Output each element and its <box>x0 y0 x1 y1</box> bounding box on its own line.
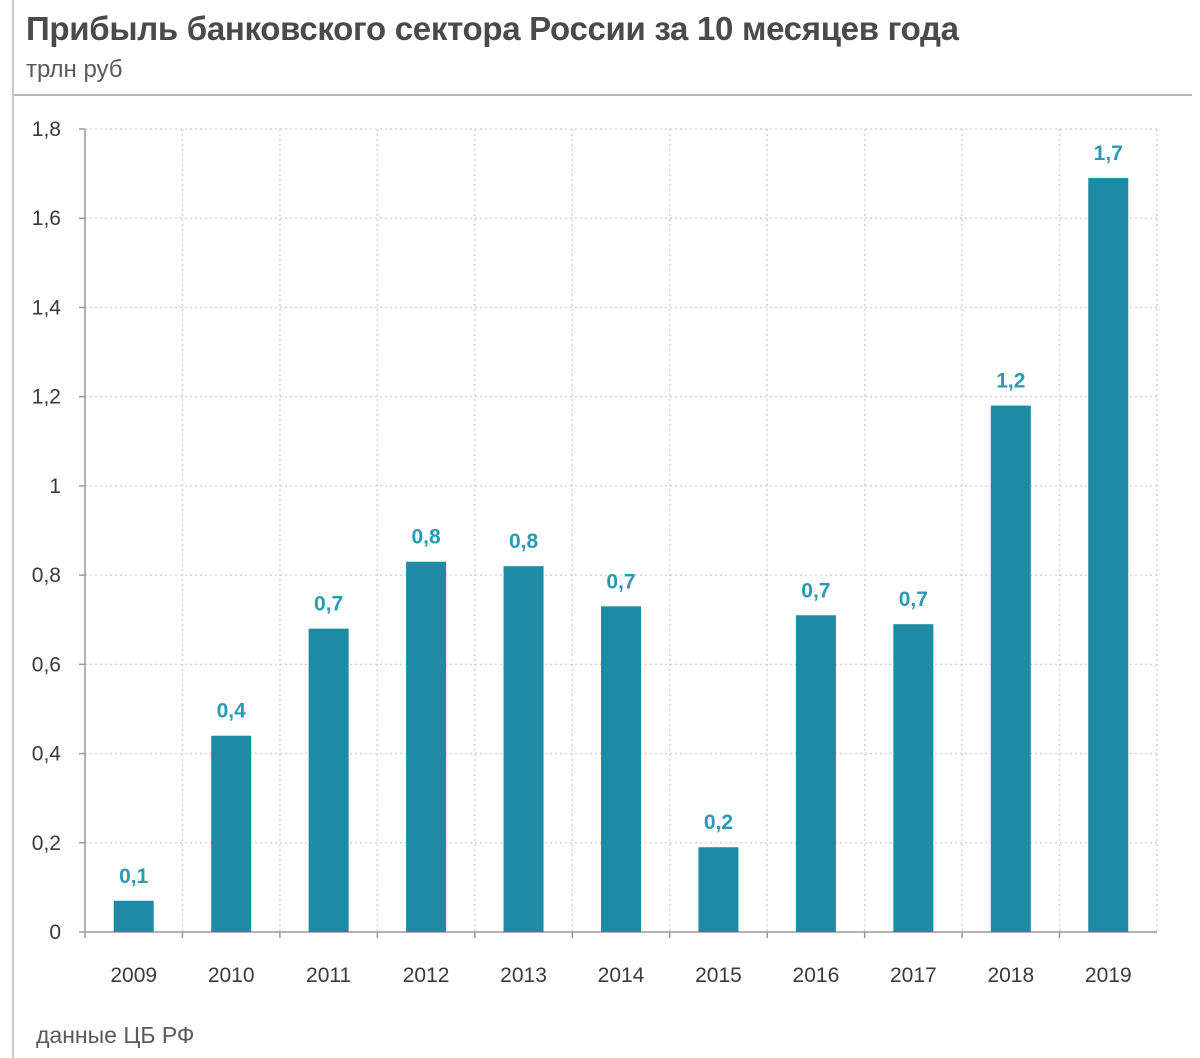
x-tick-label-2011: 2011 <box>306 964 351 987</box>
header-divider <box>14 94 1192 96</box>
y-tick-label: 0,6 <box>32 653 61 676</box>
bar-2013 <box>503 566 544 932</box>
bar-2014 <box>601 606 641 932</box>
bar-2011 <box>308 628 349 932</box>
grid-layer <box>85 128 1158 932</box>
x-tick-label-2010: 2010 <box>208 964 255 987</box>
x-tick-label-2013: 2013 <box>500 964 547 987</box>
y-tick-label: 0,8 <box>32 564 61 587</box>
x-tick-label-2016: 2016 <box>793 964 840 987</box>
x-tick-label-2012: 2012 <box>403 964 450 987</box>
chart-title: Прибыль банковского сектора России за 10… <box>26 10 959 47</box>
data-label-2014: 0,7 <box>606 570 635 593</box>
y-tick-label: 0 <box>49 921 61 944</box>
label-layer: 0,1 0,4 0,7 0,8 0,8 0,7 0,2 0,7 0,7 1,2 1,7 <box>119 142 1123 888</box>
y-tick-label: 1,4 <box>32 296 62 319</box>
y-tick-label: 0,4 <box>32 743 62 766</box>
data-label-2017: 0,7 <box>899 588 928 611</box>
data-label-2019: 1,7 <box>1094 142 1123 165</box>
data-label-2010: 0,4 <box>217 700 247 723</box>
x-tick-label-2014: 2014 <box>598 964 645 987</box>
data-label-2011: 0,7 <box>314 593 343 616</box>
y-tick-label: 0,2 <box>32 832 61 855</box>
y-tick-label: 1,8 <box>32 118 61 141</box>
x-tick-label-2019: 2019 <box>1085 964 1132 987</box>
bar-2010 <box>211 735 252 932</box>
bar-layer <box>113 178 1129 933</box>
x-tick-label-2017: 2017 <box>890 964 937 987</box>
bar-2009 <box>113 900 154 932</box>
bar-2018 <box>990 405 1031 933</box>
bar-2017 <box>893 624 934 932</box>
y-tick-label: 1,2 <box>32 386 61 409</box>
x-tick-label-2009: 2009 <box>110 964 157 987</box>
bar-2016 <box>795 615 836 932</box>
page-frame <box>12 0 1192 1058</box>
x-tick-label-2018: 2018 <box>987 964 1034 987</box>
data-label-2012: 0,8 <box>411 526 441 549</box>
data-label-2016: 0,7 <box>801 579 830 602</box>
y-tick-label: 1,6 <box>32 207 61 230</box>
source-note: данные ЦБ РФ <box>36 1022 195 1048</box>
data-label-2018: 1,2 <box>996 370 1025 393</box>
data-label-2009: 0,1 <box>119 865 149 888</box>
unit-label: трлн руб <box>26 56 123 83</box>
y-tick-label: 1 <box>49 475 61 498</box>
bar-2015 <box>698 847 739 932</box>
data-label-2015: 0,2 <box>704 811 733 834</box>
x-tick-label-2015: 2015 <box>695 964 742 987</box>
bar-2019 <box>1088 178 1129 933</box>
bar-2012 <box>406 561 447 932</box>
data-label-2013: 0,8 <box>509 530 539 553</box>
axis-layer: 0 0,2 0,4 0,6 0,8 1 1,2 1,4 1,6 1,8 2009 2010 2011 20… <box>32 118 1157 987</box>
